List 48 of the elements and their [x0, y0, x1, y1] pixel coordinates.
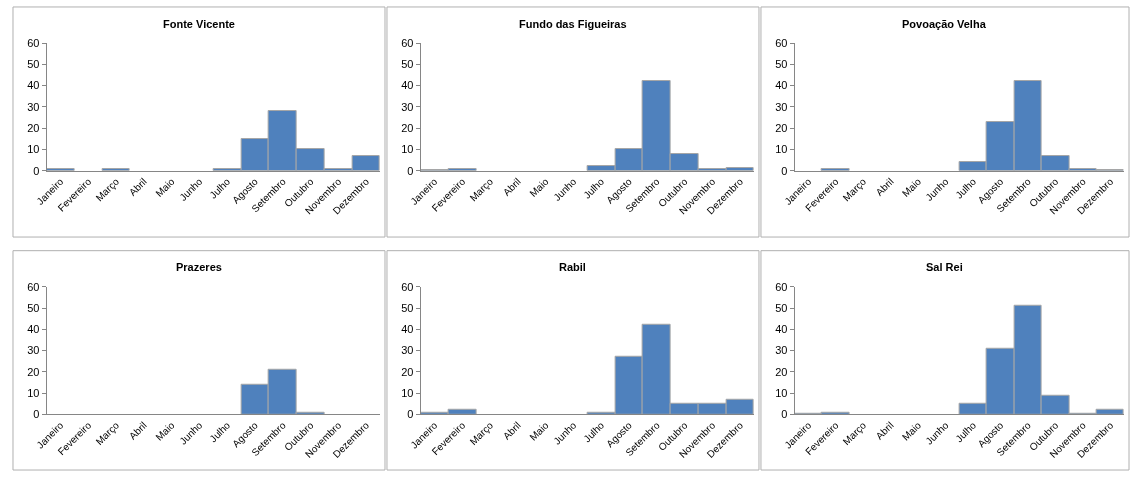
y-tick-label: 30: [27, 344, 40, 357]
y-tick-label: 30: [27, 100, 40, 113]
chart-title: Fundo das Figueiras: [519, 18, 627, 30]
y-tick-label: 10: [27, 143, 40, 156]
y-tick-label: 30: [775, 100, 788, 113]
y-tick-label: 20: [401, 122, 414, 135]
chart-title: Prazeres: [176, 261, 222, 273]
chart-title: Povoação Velha: [902, 18, 987, 30]
y-tick-label: 60: [27, 36, 40, 49]
y-tick-label: 40: [27, 79, 40, 92]
y-tick-label: 50: [27, 301, 40, 314]
chart-title: Sal Rei: [926, 261, 963, 273]
y-tick-label: 30: [775, 344, 788, 357]
y-tick-label: 0: [781, 164, 788, 177]
y-tick-label: 40: [401, 323, 414, 336]
y-tick-label: 50: [775, 301, 788, 314]
y-tick-label: 20: [401, 365, 414, 378]
y-tick-label: 50: [775, 58, 788, 71]
y-tick-label: 50: [401, 58, 414, 71]
y-tick-label: 60: [27, 280, 40, 293]
y-tick-label: 20: [775, 122, 788, 135]
y-tick-label: 30: [401, 100, 414, 113]
y-tick-label: 10: [401, 387, 414, 400]
y-tick-label: 20: [775, 365, 788, 378]
chart-title: Rabil: [559, 261, 586, 273]
y-tick-label: 40: [401, 79, 414, 92]
y-tick-label: 40: [775, 79, 788, 92]
y-tick-label: 0: [33, 408, 40, 421]
y-tick-label: 60: [401, 36, 414, 49]
y-tick-label: 10: [401, 143, 414, 156]
y-tick-label: 50: [401, 301, 414, 314]
y-tick-label: 0: [407, 164, 414, 177]
y-tick-label: 10: [27, 387, 40, 400]
y-tick-label: 0: [33, 164, 40, 177]
y-tick-label: 40: [27, 323, 40, 336]
y-tick-label: 60: [775, 280, 788, 293]
chart-title: Fonte Vicente: [163, 18, 235, 30]
y-tick-label: 30: [401, 344, 414, 357]
y-tick-label: 10: [775, 143, 788, 156]
y-tick-label: 0: [407, 408, 414, 421]
y-tick-label: 0: [781, 408, 788, 421]
y-tick-label: 20: [27, 365, 40, 378]
y-tick-label: 60: [775, 36, 788, 49]
y-tick-label: 50: [27, 58, 40, 71]
y-tick-label: 20: [27, 122, 40, 135]
y-tick-label: 40: [775, 323, 788, 336]
y-tick-label: 10: [775, 387, 788, 400]
y-tick-label: 60: [401, 280, 414, 293]
